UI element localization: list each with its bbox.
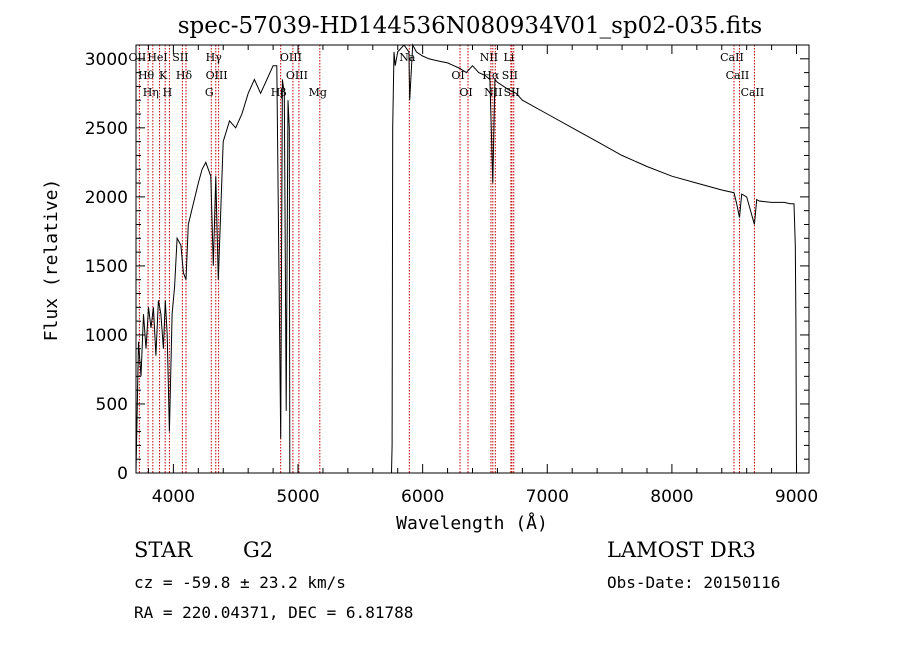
x-tick-label: 9000: [775, 487, 818, 507]
line-label: OI: [459, 86, 472, 99]
x-axis-label: Wavelength (Å): [396, 512, 548, 534]
plot-frame: [135, 44, 810, 474]
line-label: OI: [451, 69, 464, 82]
x-tick-label: 6000: [401, 487, 444, 507]
line-label: SII: [172, 51, 188, 64]
y-tick-label: 3000: [85, 50, 128, 70]
x-tick-label: 4000: [152, 487, 195, 507]
y-axis-label: Flux (relative): [41, 179, 62, 342]
x-tick-label: 7000: [526, 487, 569, 507]
y-tick-label: 2000: [85, 188, 128, 208]
y-tick-label: 0: [117, 464, 128, 484]
line-label: H: [163, 86, 173, 99]
line-label: OIII: [206, 69, 228, 82]
object-subclass: G2: [243, 538, 274, 562]
line-label: Hδ: [176, 69, 193, 82]
survey-name: LAMOST DR3: [607, 538, 756, 562]
line-label: OII: [129, 51, 147, 64]
line-label: Hθ: [138, 69, 155, 82]
line-label: Hη: [143, 86, 159, 99]
line-label: K: [159, 69, 168, 82]
line-label: CaII: [726, 69, 750, 82]
line-label: Li: [503, 51, 514, 64]
line-label: OIII: [286, 69, 308, 82]
x-tick-label: 8000: [650, 487, 693, 507]
line-label: NII: [484, 86, 502, 99]
line-label: NII: [480, 51, 498, 64]
line-label: HeI: [147, 51, 167, 64]
line-label: OIII: [280, 51, 302, 64]
line-label: CaII: [741, 86, 765, 99]
x-axis-ticks: 4000 5000 6000 7000 8000 9000: [147, 45, 818, 507]
y-tick-label: 500: [96, 395, 128, 415]
y-axis-ticks: 0 500 1000 1500 2000 2500 3000: [85, 50, 809, 484]
y-tick-label: 2500: [85, 119, 128, 139]
line-label: Hγ: [206, 51, 223, 64]
redshift-text: cz = -59.8 ± 23.2 km/s: [134, 573, 346, 592]
chart-title: spec-57039-HD144536N080934V01_sp02-035.f…: [178, 13, 763, 39]
line-label: Hα: [482, 69, 500, 82]
object-class: STAR: [134, 538, 193, 562]
y-tick-label: 1500: [85, 257, 128, 277]
line-label: Mg: [309, 86, 327, 99]
line-label: SII: [502, 69, 518, 82]
line-label: CaII: [720, 51, 744, 64]
x-tick-label: 5000: [276, 487, 319, 507]
obs-date: Obs-Date: 20150116: [607, 573, 781, 592]
spectral-line-labels: OIIHθHηHeIKHSIIHδGHγOIIIHβOIIIOIIIMgNaOI…: [129, 51, 765, 99]
line-label: G: [205, 86, 214, 99]
coordinates: RA = 220.04371, DEC = 6.81788: [134, 603, 414, 622]
line-label: Na: [399, 51, 416, 64]
spectrum-line: [135, 43, 797, 474]
spectral-line-markers: [138, 45, 755, 473]
y-tick-label: 1000: [85, 326, 128, 346]
